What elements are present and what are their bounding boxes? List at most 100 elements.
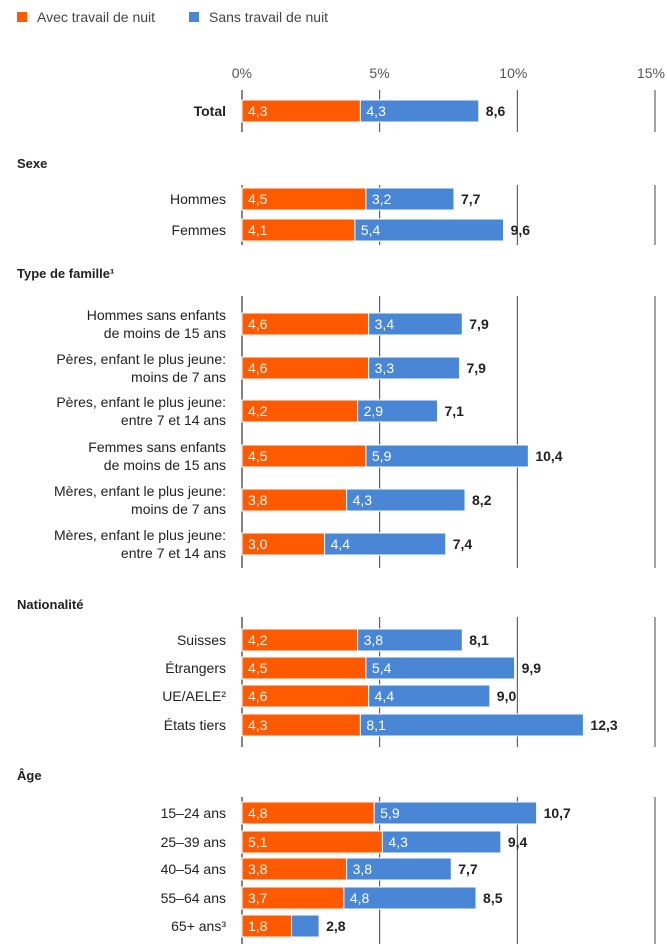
bar-value-0-0-s0: 4,3 [248, 103, 268, 119]
bar-value-2-3-s0: 4,5 [248, 448, 268, 464]
bar-value-4-0-s1: 5,9 [380, 805, 400, 821]
legend-label-1: Sans travail de nuit [209, 9, 328, 25]
total-value-1-0: 7,7 [461, 191, 481, 207]
bar-value-2-3-s1: 5,9 [372, 448, 392, 464]
category-label-4-2: 40–54 ans [161, 861, 226, 877]
bar-2-3-s1 [365, 444, 529, 468]
bar-2-2-s1 [357, 399, 438, 423]
category-label-2-1-line1: Pères, enfant le plus jeune: [56, 351, 226, 367]
bar-value-4-2-s1: 3,8 [353, 861, 373, 877]
x-tick-label-1: 5% [369, 65, 389, 81]
bar-value-4-0-s0: 4,8 [248, 805, 268, 821]
bar-value-4-1-s0: 5,1 [248, 834, 268, 850]
bar-value-2-4-s0: 3,8 [248, 492, 268, 508]
bar-value-4-3-s0: 3,7 [248, 890, 268, 906]
bar-value-3-0-s1: 3,8 [364, 632, 384, 648]
bar-value-2-0-s1: 3,4 [375, 316, 395, 332]
total-value-3-3: 12,3 [590, 717, 617, 733]
category-label-4-3: 55–64 ans [161, 890, 226, 906]
x-tick-label-2: 10% [499, 65, 527, 81]
bar-3-3-s1 [359, 713, 584, 737]
bar-4-4-s1 [291, 914, 320, 938]
category-label-1-1: Femmes [172, 222, 226, 238]
category-label-2-1-line2: moins de 7 ans [131, 369, 226, 385]
bar-4-3-s1 [343, 886, 477, 910]
category-label-2-2-line1: Pères, enfant le plus jeune: [56, 394, 226, 410]
x-tick-label-0: 0% [232, 65, 252, 81]
bar-value-1-1-s1: 5,4 [361, 222, 381, 238]
group-title-4: Âge [17, 768, 42, 783]
bar-0-0-s1 [359, 99, 480, 123]
legend-swatch-1 [189, 12, 199, 22]
bar-value-2-2-s1: 2,9 [364, 403, 384, 419]
bar-1-0-s1 [365, 187, 455, 211]
legend-swatch-0 [17, 12, 27, 22]
total-value-4-4: 2,8 [326, 918, 346, 934]
bar-1-1-s1 [354, 218, 505, 242]
bar-value-3-3-s0: 4,3 [248, 717, 268, 733]
category-label-3-3: États tiers [164, 717, 226, 733]
bar-value-4-3-s1: 4,8 [350, 890, 370, 906]
x-tick-label-3: 15% [637, 65, 665, 81]
bar-2-4-s1 [346, 488, 466, 512]
category-label-2-3-line1: Femmes sans enfants [88, 439, 226, 455]
bar-4-2-s1 [346, 857, 452, 881]
bar-value-4-1-s1: 4,3 [388, 834, 408, 850]
total-value-3-1: 9,9 [522, 660, 542, 676]
bar-value-3-1-s1: 5,4 [372, 660, 392, 676]
bar-value-3-1-s0: 4,5 [248, 660, 268, 676]
category-label-2-0-line2: de moins de 15 ans [104, 325, 226, 341]
bar-3-2-s1 [368, 684, 491, 708]
category-label-4-1: 25–39 ans [161, 834, 226, 850]
category-label-2-4-line2: moins de 7 ans [131, 501, 226, 517]
bar-value-4-4-s0: 1,8 [248, 918, 268, 934]
bar-value-2-1-s1: 3,3 [375, 360, 395, 376]
bar-4-1-s1 [381, 830, 502, 854]
group-title-2: Type de famille¹ [17, 266, 114, 281]
category-label-0-0: Total [194, 103, 226, 119]
group-title-1: Sexe [17, 156, 47, 171]
category-label-2-5-line2: entre 7 et 14 ans [121, 545, 226, 561]
category-label-4-4: 65+ ans³ [171, 918, 226, 934]
bar-value-3-0-s0: 4,2 [248, 632, 268, 648]
total-value-4-2: 7,7 [458, 861, 478, 877]
category-label-3-1: Étrangers [165, 660, 226, 676]
bar-value-2-1-s0: 4,6 [248, 360, 268, 376]
bar-value-0-0-s1: 4,3 [366, 103, 386, 119]
total-value-2-3: 10,4 [535, 448, 562, 464]
category-label-3-2: UE/AELE² [162, 688, 226, 704]
total-value-3-2: 9,0 [497, 688, 517, 704]
bar-value-3-2-s1: 4,4 [375, 688, 395, 704]
category-label-1-0: Hommes [170, 191, 226, 207]
category-label-2-3-line2: de moins de 15 ans [104, 457, 226, 473]
total-value-2-0: 7,9 [469, 316, 489, 332]
bar-value-1-1-s0: 4,1 [248, 222, 268, 238]
bar-value-2-2-s0: 4,2 [248, 403, 268, 419]
total-value-0-0: 8,6 [486, 103, 506, 119]
bar-value-1-0-s1: 3,2 [372, 191, 392, 207]
total-value-2-4: 8,2 [472, 492, 492, 508]
bar-value-4-2-s0: 3,8 [248, 861, 268, 877]
category-label-2-4-line1: Mères, enfant le plus jeune: [54, 483, 226, 499]
group-title-3: Nationalité [17, 597, 83, 612]
bar-4-0-s1 [373, 801, 538, 825]
total-value-1-1: 9,6 [511, 222, 531, 238]
category-label-3-0: Suisses [177, 632, 226, 648]
bar-value-2-0-s0: 4,6 [248, 316, 268, 332]
total-value-4-1: 9,4 [508, 834, 528, 850]
total-value-2-2: 7,1 [444, 403, 464, 419]
total-value-3-0: 8,1 [469, 632, 489, 648]
category-label-4-0: 15–24 ans [161, 805, 226, 821]
bar-value-1-0-s0: 4,5 [248, 191, 268, 207]
total-value-4-0: 10,7 [544, 805, 571, 821]
bar-3-0-s1 [357, 628, 463, 652]
legend-label-0: Avec travail de nuit [37, 9, 155, 25]
bar-2-0-s1 [368, 312, 463, 336]
bar-2-5-s1 [324, 532, 447, 556]
bar-value-2-5-s1: 4,4 [331, 536, 351, 552]
bar-value-2-5-s0: 3,0 [248, 536, 268, 552]
category-label-2-0-line1: Hommes sans enfants [87, 307, 226, 323]
category-label-2-5-line1: Mères, enfant le plus jeune: [54, 527, 226, 543]
total-value-2-5: 7,4 [453, 536, 473, 552]
